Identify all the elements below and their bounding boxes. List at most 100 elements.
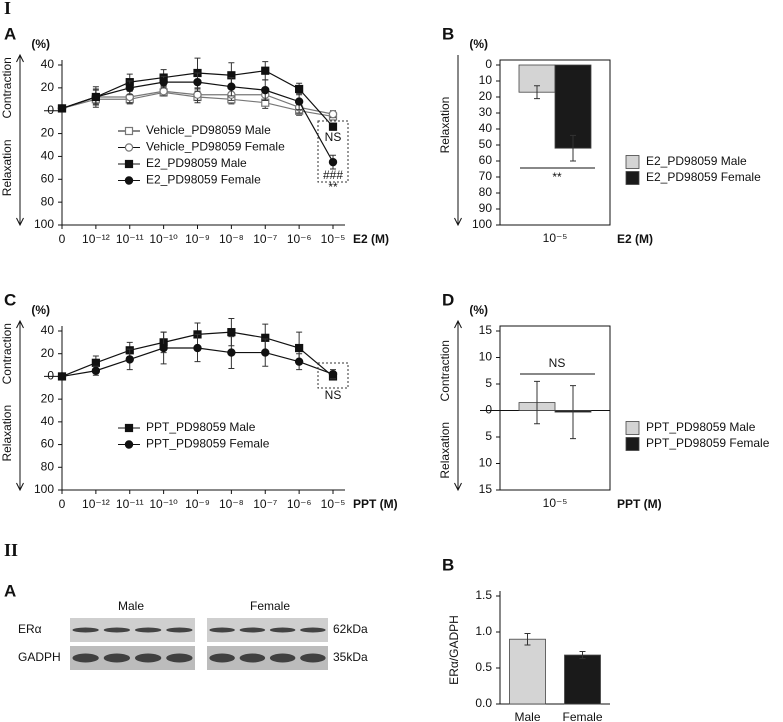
marker	[193, 77, 202, 87]
marker	[159, 87, 168, 96]
x-tick-label: 10⁻¹²	[82, 497, 110, 511]
legend-label: PPT_PD98059 Female	[146, 437, 270, 451]
y-tick-label: 15	[479, 482, 493, 496]
marker	[328, 122, 338, 131]
y-tick-label: 20	[41, 346, 55, 360]
panel-label: C	[4, 290, 16, 309]
marker	[193, 343, 202, 353]
x-tick-label: 10⁻¹¹	[116, 232, 144, 246]
side-label: Contraction	[438, 340, 452, 401]
highlight-box	[317, 362, 349, 389]
legend-label: Vehicle_PD98059 Male	[146, 123, 271, 137]
bar	[554, 64, 592, 149]
y-tick-label: 30	[479, 105, 493, 119]
marker	[124, 126, 134, 136]
y-tick-label: 90	[479, 201, 493, 215]
legend-label: E2_PD98059 Male	[646, 154, 747, 168]
marker	[124, 159, 134, 169]
y-tick-label: 80	[479, 185, 493, 199]
blot-band	[239, 627, 266, 633]
arrow-head	[16, 482, 24, 492]
section-label: I	[4, 0, 11, 18]
legend-label: PPT_PD98059 Male	[646, 420, 756, 434]
blot-size: 62kDa	[333, 622, 368, 636]
y-tick-label: 1.0	[475, 624, 492, 638]
y-tick-label: 80	[41, 194, 55, 208]
y-tick-label: 60	[479, 153, 493, 167]
y-tick-label: 0	[47, 103, 54, 117]
marker	[295, 84, 304, 94]
y-tick-label: 40	[41, 149, 55, 163]
blot-band	[72, 653, 99, 663]
y-tick-label: 1.5	[475, 588, 492, 602]
blot-band	[269, 653, 296, 663]
blot-band	[134, 627, 162, 633]
y-tick-label: 15	[479, 323, 493, 337]
x-tick-label: 10⁻⁵	[543, 496, 568, 510]
legend-label: PPT_PD98059 Female	[646, 436, 770, 450]
x-tick-label: 0	[59, 232, 66, 246]
y-tick-label: 0.0	[475, 696, 492, 710]
x-tick-label: 10⁻⁵	[543, 231, 568, 245]
side-label: Contraction	[0, 323, 14, 384]
marker	[261, 348, 270, 357]
blot-band	[209, 627, 235, 633]
panel-label: A	[4, 581, 16, 600]
legend-swatch	[625, 421, 640, 435]
plot-frame	[499, 325, 611, 491]
marker	[57, 372, 67, 381]
legend-label: E2_PD98059 Female	[146, 173, 261, 187]
panel-label: D	[442, 290, 454, 309]
marker	[227, 348, 236, 357]
x-tick-label: 10⁻¹²	[82, 232, 110, 246]
blot-band	[300, 627, 326, 633]
legend-label: PPT_PD98059 Male	[146, 420, 256, 434]
blot-band	[166, 627, 193, 633]
legend-label: E2_PD98059 Male	[146, 156, 247, 170]
blot-band	[134, 653, 162, 663]
marker	[159, 77, 168, 87]
y-tick-label: 100	[472, 217, 492, 231]
y-tick-label: 20	[479, 89, 493, 103]
side-label: Relaxation	[438, 97, 452, 154]
blot-band	[103, 627, 131, 633]
y-tick-label: 40	[479, 121, 493, 135]
side-label: Relaxation	[0, 405, 14, 462]
blot-band	[103, 653, 131, 663]
blot-group: Male	[118, 599, 144, 613]
y-tick-label: 20	[41, 391, 55, 405]
y-tick-label: 10	[479, 73, 493, 87]
legend-swatch	[625, 155, 640, 169]
error-bar	[524, 632, 531, 646]
y-tick-label: 60	[41, 171, 55, 185]
marker	[91, 366, 101, 375]
marker	[57, 104, 67, 113]
blot-band	[166, 653, 193, 663]
y-tick-label: 5	[485, 376, 492, 390]
y-tick-label: 0	[485, 57, 492, 71]
arrow-head	[16, 53, 24, 63]
plot-frame	[499, 59, 611, 226]
error-bar	[570, 134, 576, 162]
marker	[91, 358, 100, 367]
x-tick-label: Female	[562, 710, 602, 722]
legend-swatch	[625, 437, 640, 451]
annotation: NS	[325, 388, 342, 402]
legend-label: Vehicle_PD98059 Female	[146, 140, 285, 154]
x-tick-label: 10⁻¹⁰	[149, 232, 178, 246]
side-label: Relaxation	[0, 140, 14, 197]
x-axis-label: E2 (M)	[617, 232, 653, 246]
x-axis-label: PPT (M)	[617, 497, 662, 511]
y-tick-label: 20	[41, 126, 55, 140]
bar	[564, 654, 601, 705]
y-tick-label: 40	[41, 414, 55, 428]
marker	[328, 157, 338, 167]
blot-group: Female	[250, 599, 290, 613]
marker	[159, 343, 168, 353]
x-tick-label: 10⁻⁹	[185, 232, 210, 246]
y-tick-label: 10	[479, 456, 493, 470]
y-unit-label: (%)	[31, 303, 50, 317]
marker	[91, 92, 101, 102]
x-tick-label: 10⁻⁸	[219, 232, 244, 246]
side-label: Relaxation	[438, 422, 452, 479]
